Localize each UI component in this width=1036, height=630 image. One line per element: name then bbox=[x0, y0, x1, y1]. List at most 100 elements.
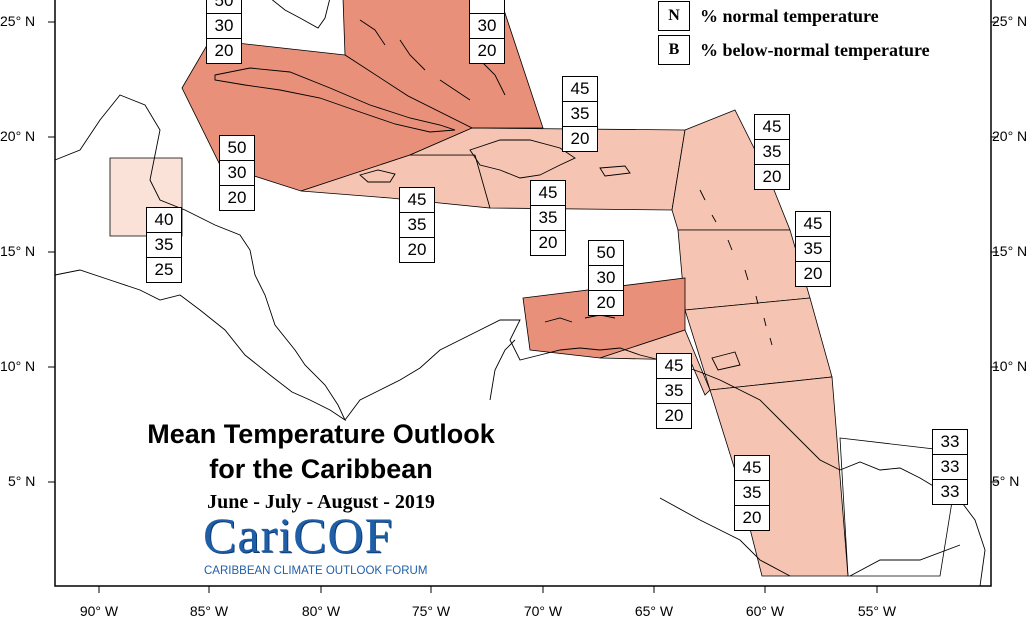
prob-below: 33 bbox=[940, 482, 960, 501]
prob-normal: 35 bbox=[531, 206, 565, 231]
region-windward-north bbox=[677, 229, 811, 311]
map-title-line1: Mean Temperature Outlook bbox=[147, 419, 495, 449]
lat-label-25-right: 25° N bbox=[992, 13, 1028, 29]
caricof-logo: CariCOF bbox=[203, 507, 394, 563]
florida-coast bbox=[271, 0, 330, 29]
lesser-antilles bbox=[699, 189, 773, 346]
coastlines bbox=[54, 0, 986, 587]
legend-text-normal: % normal temperature bbox=[700, 5, 879, 26]
lat-ticks bbox=[48, 21, 998, 483]
prob-below: 25 bbox=[154, 260, 174, 279]
legend-text-below: % below-normal temperature bbox=[700, 39, 930, 60]
prob-box-jamaica: 45 35 20 bbox=[399, 187, 435, 263]
cuba-coast bbox=[214, 67, 456, 133]
prob-below: 20 bbox=[407, 240, 427, 259]
lat-label-15-left: 15° N bbox=[0, 243, 36, 259]
prob-box-bahamas-east: 30 20 bbox=[469, 0, 505, 64]
map-title-line2: for the Caribbean bbox=[209, 454, 433, 484]
prob-above: 45 bbox=[563, 77, 597, 102]
prob-box-hispaniola: 45 35 20 bbox=[530, 180, 566, 256]
lat-label-10-right: 10° N bbox=[992, 358, 1028, 374]
map-frame bbox=[54, 0, 992, 587]
south-america-interior bbox=[659, 497, 961, 577]
prob-below: 20 bbox=[538, 233, 558, 252]
prob-box-belize: 40 35 25 bbox=[146, 207, 182, 283]
prob-box-windward: 45 35 20 bbox=[795, 211, 831, 287]
prob-box-trinidad: 45 35 20 bbox=[656, 353, 692, 429]
hispaniola-coast bbox=[469, 139, 576, 179]
prob-normal: 35 bbox=[755, 140, 789, 165]
region-windward-south bbox=[684, 297, 833, 391]
legend-key-normal: N bbox=[658, 1, 690, 31]
lat-label-5-right: 5° N bbox=[992, 473, 1020, 489]
prob-above: 50 bbox=[220, 136, 254, 161]
prob-below: 20 bbox=[742, 508, 762, 527]
prob-box-bahamas-west: 50 30 20 bbox=[206, 0, 242, 64]
lon-label-75: 75° W bbox=[411, 603, 451, 619]
prob-above: 45 bbox=[531, 181, 565, 206]
legend-below: B % below-normal temperature bbox=[658, 35, 930, 65]
bahamas-islands bbox=[359, 19, 506, 101]
legend-key-below: B bbox=[658, 35, 690, 65]
prob-normal: 30 bbox=[589, 266, 623, 291]
prob-above: 45 bbox=[657, 354, 691, 379]
prob-normal: 35 bbox=[657, 379, 691, 404]
panama-colombia-coast bbox=[344, 319, 841, 471]
prob-below: 20 bbox=[570, 129, 590, 148]
map-subtitle: June - July - August - 2019 bbox=[207, 491, 435, 513]
venezuela-inland bbox=[489, 339, 516, 401]
prob-above: 45 bbox=[796, 212, 830, 237]
lon-label-80: 80° W bbox=[301, 603, 341, 619]
prob-box-guyana: 45 35 20 bbox=[734, 455, 770, 531]
prob-below: 20 bbox=[803, 264, 823, 283]
lon-label-55: 55° W bbox=[857, 603, 897, 619]
lat-label-20-left: 20° N bbox=[0, 128, 36, 144]
lat-label-10-left: 10° N bbox=[0, 358, 36, 374]
outlook-regions bbox=[109, 0, 961, 577]
prob-box-cuba: 50 30 20 bbox=[219, 135, 255, 211]
prob-box-french-guiana: 33 33 33 bbox=[932, 429, 968, 505]
lat-label-15-right: 15° N bbox=[992, 243, 1028, 259]
prob-below: 20 bbox=[664, 406, 684, 425]
prob-normal: 35 bbox=[563, 102, 597, 127]
prob-normal: 30 bbox=[220, 161, 254, 186]
region-french-guiana bbox=[839, 437, 961, 577]
prob-normal: 30 bbox=[207, 14, 241, 39]
prob-above: 45 bbox=[400, 188, 434, 213]
lat-label-5-left: 5° N bbox=[8, 473, 36, 489]
mexico-central-america-coast bbox=[54, 94, 347, 422]
prob-above: 50 bbox=[207, 0, 241, 14]
lon-label-70: 70° W bbox=[523, 603, 563, 619]
trinidad-coast bbox=[711, 351, 741, 371]
prob-below: 20 bbox=[227, 188, 247, 207]
lon-label-85: 85° W bbox=[189, 603, 229, 619]
prob-above: 40 bbox=[147, 208, 181, 233]
prob-below: 20 bbox=[596, 293, 616, 312]
prob-normal: 35 bbox=[796, 237, 830, 262]
lon-label-90: 90° W bbox=[79, 603, 119, 619]
legend-normal: N % normal temperature bbox=[658, 1, 879, 31]
guianas-coast bbox=[839, 461, 986, 587]
prob-box-leeward: 45 35 20 bbox=[754, 114, 790, 190]
lon-ticks bbox=[98, 586, 878, 593]
prob-above bbox=[470, 0, 504, 14]
region-guyana bbox=[709, 376, 849, 577]
prob-below: 20 bbox=[214, 41, 234, 60]
lon-label-65: 65° W bbox=[634, 603, 674, 619]
lon-label-60: 60° W bbox=[745, 603, 785, 619]
prob-above: 33 bbox=[933, 430, 967, 455]
prob-normal: 33 bbox=[933, 455, 967, 480]
prob-normal: 35 bbox=[735, 481, 769, 506]
prob-above: 45 bbox=[735, 456, 769, 481]
prob-normal: 35 bbox=[400, 213, 434, 238]
lat-label-25-left: 25° N bbox=[0, 13, 36, 29]
prob-above: 50 bbox=[589, 241, 623, 266]
puerto-rico-coast bbox=[599, 165, 631, 177]
prob-normal: 35 bbox=[147, 233, 181, 258]
jamaica-coast bbox=[359, 169, 396, 183]
lat-label-20-right: 20° N bbox=[992, 128, 1028, 144]
prob-below: 20 bbox=[477, 41, 497, 60]
prob-box-abc: 50 30 20 bbox=[588, 240, 624, 316]
prob-normal: 30 bbox=[470, 14, 504, 39]
